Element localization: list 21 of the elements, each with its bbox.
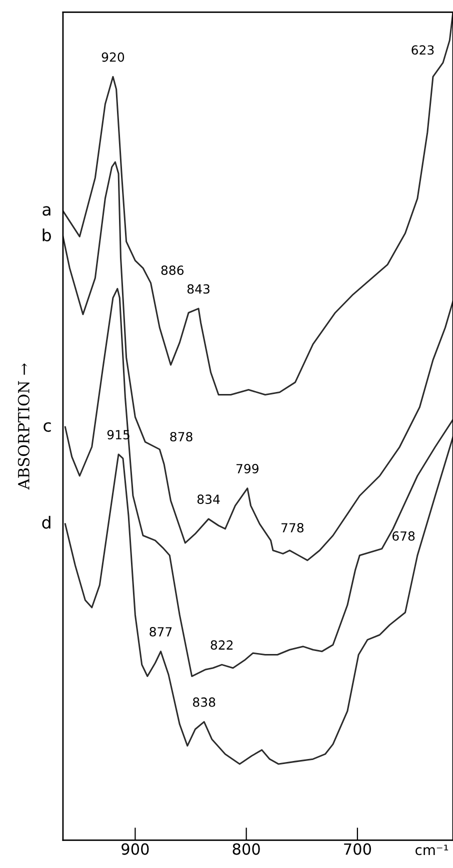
annotation: 778 [282, 523, 304, 532]
annotation: 822 [210, 640, 233, 650]
annotation: 878 [170, 432, 192, 442]
annotation: 678 [392, 531, 415, 541]
annotation: 838 [193, 697, 216, 707]
x-tick-label: 900 [122, 843, 149, 855]
x-tick-label: 700 [344, 843, 371, 855]
series-label: d [42, 516, 50, 529]
y-axis-title: ABSORPTION → [18, 363, 30, 490]
annotation: 920 [102, 52, 124, 62]
annotation: 886 [161, 266, 184, 275]
annotation: 799 [236, 464, 258, 474]
annotation: 623 [412, 45, 434, 55]
series-label: b [42, 228, 51, 242]
x-axis-title: cm⁻¹ [416, 844, 448, 856]
annotation: 843 [187, 284, 210, 294]
series-label: c [44, 422, 51, 432]
annotation: 877 [150, 627, 172, 636]
x-tick-label: 800 [232, 843, 260, 855]
annotation: 834 [197, 494, 220, 504]
series-label: a [42, 206, 50, 216]
